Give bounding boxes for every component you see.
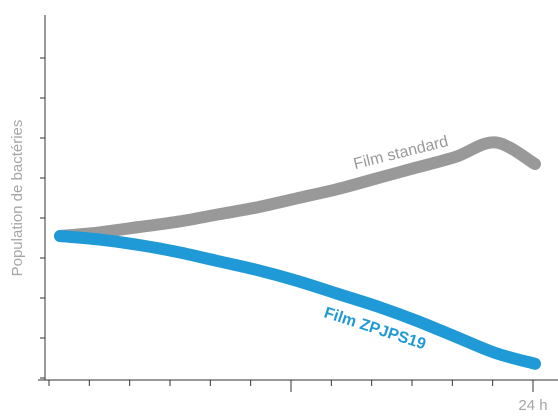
x-ticks xyxy=(49,380,533,392)
series-line-film-standard xyxy=(60,142,535,236)
y-ticks xyxy=(40,58,45,378)
y-axis-label: Population de bactéries xyxy=(9,120,26,277)
x-tick-label-24h: 24 h xyxy=(518,397,547,414)
series-line-film-zpjps19 xyxy=(60,236,535,364)
